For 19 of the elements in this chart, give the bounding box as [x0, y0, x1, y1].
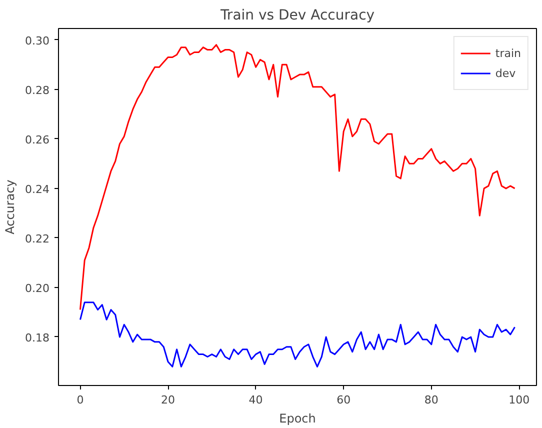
legend-label: train: [495, 46, 521, 60]
x-tick-label: 20: [161, 394, 176, 406]
y-tick-label: 0.24: [25, 182, 50, 196]
chart-title: Train vs Dev Accuracy: [219, 8, 375, 24]
y-tick-label: 0.20: [25, 282, 50, 295]
y-tick-label: 0.26: [25, 133, 50, 146]
x-axis-title: Epoch: [279, 412, 316, 426]
y-tick-label: 0.30: [25, 34, 50, 48]
legend-label: dev: [495, 66, 516, 80]
y-tick-label: 0.18: [25, 331, 50, 344]
line-series: [79, 302, 516, 368]
y-axis-title: Accuracy: [3, 180, 18, 234]
x-tick-label: 0: [76, 394, 84, 406]
x-tick-label: 80: [424, 394, 438, 406]
y-tick-label: 0.28: [25, 84, 50, 97]
x-tick-label: 60: [336, 394, 351, 406]
x-tick-label: 100: [508, 394, 530, 406]
x-tick-label: 40: [248, 394, 263, 406]
y-tick-label: 0.22: [25, 232, 50, 246]
